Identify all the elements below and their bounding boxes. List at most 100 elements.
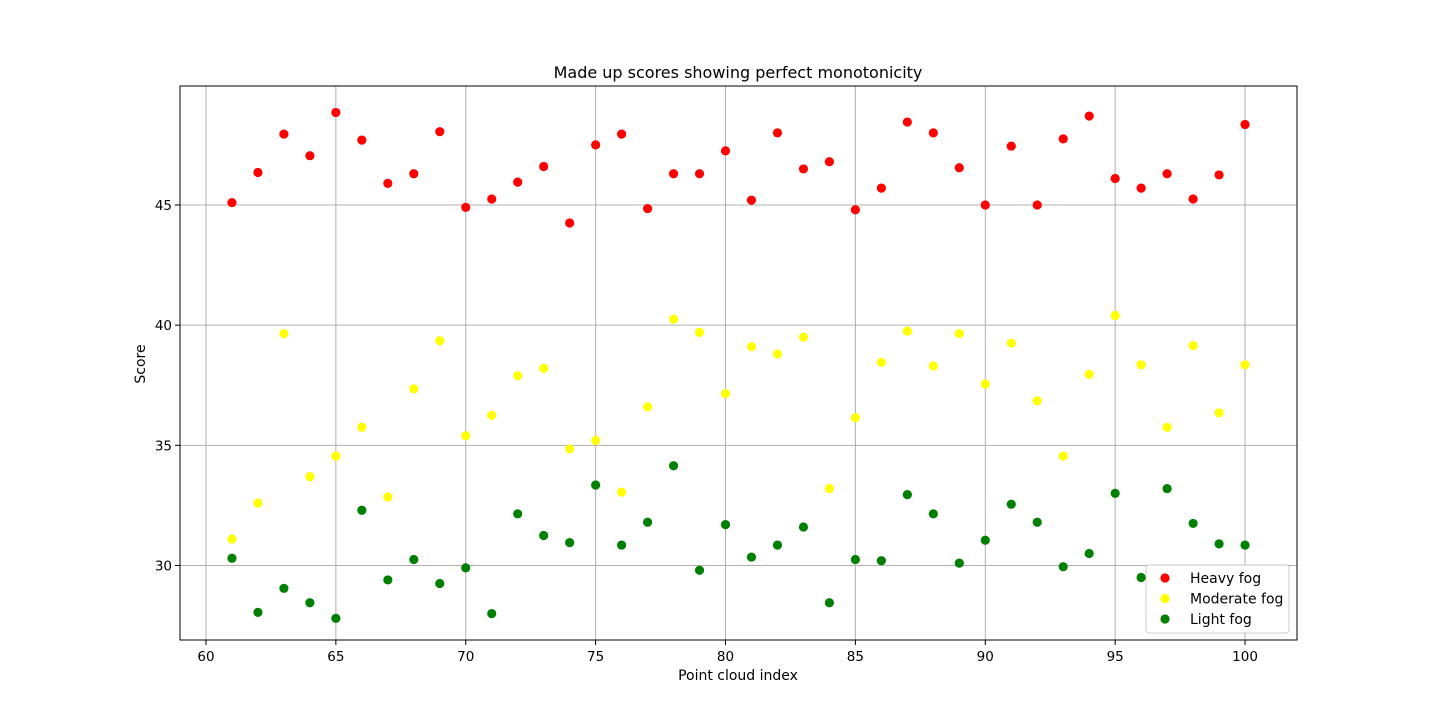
heavy-fog-point <box>227 197 237 208</box>
light-fog-point <box>928 509 938 519</box>
light-fog-point <box>694 565 705 575</box>
moderate-fog-point <box>824 483 835 494</box>
light-fog-point <box>279 583 289 593</box>
heavy-fog-point <box>1006 141 1016 151</box>
data-points <box>227 107 1250 623</box>
moderate-fog-point <box>435 336 445 346</box>
x-tick-label: 80 <box>717 649 734 665</box>
heavy-fog-point <box>513 177 523 187</box>
legend-label-moderate-fog: Moderate fog <box>1190 592 1283 608</box>
light-fog-point <box>1214 539 1224 549</box>
heavy-fog-point <box>746 195 757 205</box>
moderate-fog-point <box>461 431 471 441</box>
light-fog-point <box>617 540 627 550</box>
heavy-fog-point <box>383 178 393 188</box>
y-axis-label: Score <box>133 344 149 383</box>
light-fog-point <box>720 520 731 530</box>
moderate-fog-point <box>331 451 341 461</box>
moderate-fog-point <box>876 357 886 367</box>
light-fog-point <box>1188 518 1198 529</box>
y-tick-label: 40 <box>155 318 172 334</box>
moderate-fog-point <box>642 402 653 412</box>
legend-marker-heavy-fog <box>1160 573 1170 583</box>
light-fog-point <box>1136 572 1146 583</box>
moderate-fog-point <box>591 435 601 446</box>
moderate-fog-point <box>1110 310 1120 321</box>
heavy-fog-point <box>772 128 783 138</box>
moderate-fog-point <box>746 342 757 352</box>
light-fog-point <box>798 522 809 532</box>
moderate-fog-point <box>617 487 627 497</box>
heavy-fog-point <box>539 161 549 172</box>
heavy-fog-point <box>694 169 705 179</box>
light-fog-point <box>1240 540 1250 550</box>
chart-title: Made up scores showing perfect monotonic… <box>554 63 923 82</box>
heavy-fog-point <box>279 129 289 139</box>
heavy-fog-point <box>876 183 886 193</box>
legend: Heavy fog Moderate fog Light fog <box>1145 564 1290 634</box>
axis-ticks: 60 65 70 75 80 85 90 95 100 30 35 40 45 <box>155 198 1258 665</box>
heavy-fog-point <box>1240 119 1250 130</box>
heavy-fog-point <box>1058 134 1068 144</box>
moderate-fog-point <box>1058 451 1068 461</box>
light-fog-point <box>746 552 757 562</box>
heavy-fog-point <box>331 107 341 118</box>
light-fog-point <box>1162 483 1172 494</box>
heavy-fog-point <box>357 135 367 145</box>
y-tick-label: 30 <box>155 558 172 574</box>
light-fog-point <box>1058 562 1068 572</box>
light-fog-point <box>1084 548 1094 559</box>
moderate-fog-point <box>565 444 575 454</box>
x-tick-label: 95 <box>1107 649 1124 665</box>
x-tick-label: 60 <box>197 649 214 665</box>
heavy-fog-point <box>409 169 419 179</box>
moderate-fog-point <box>253 498 263 508</box>
light-fog-point <box>980 535 990 545</box>
moderate-fog-point <box>357 422 367 432</box>
legend-marker-light-fog <box>1160 614 1170 624</box>
moderate-fog-point <box>1136 360 1146 370</box>
light-fog-point <box>253 607 263 617</box>
heavy-fog-point <box>850 205 860 215</box>
legend-box <box>1145 564 1290 634</box>
light-fog-point <box>876 556 886 566</box>
light-fog-point <box>1032 517 1042 527</box>
light-fog-point <box>357 505 367 515</box>
heavy-fog-point <box>824 157 835 167</box>
moderate-fog-point <box>928 361 938 371</box>
moderate-fog-point <box>1032 396 1042 406</box>
heavy-fog-point <box>1188 194 1198 204</box>
heavy-fog-point <box>435 127 445 137</box>
heavy-fog-point <box>617 129 627 139</box>
light-fog-point <box>383 575 393 585</box>
heavy-fog-point <box>461 202 471 212</box>
moderate-fog-point <box>1214 408 1224 418</box>
heavy-fog-point <box>798 164 809 174</box>
heavy-fog-point <box>1084 111 1094 121</box>
light-fog-point <box>954 558 964 568</box>
heavy-fog-point <box>1032 200 1042 210</box>
heavy-fog-point <box>1110 173 1120 184</box>
light-fog-point <box>1110 488 1120 498</box>
y-tick-label: 35 <box>155 438 172 454</box>
legend-label-light-fog: Light fog <box>1190 612 1252 628</box>
heavy-fog-point <box>565 218 575 228</box>
x-tick-label: 65 <box>327 649 344 665</box>
moderate-fog-point <box>902 326 912 336</box>
light-fog-point <box>435 578 445 589</box>
heavy-fog-point <box>1136 183 1146 193</box>
x-tick-label: 100 <box>1232 649 1258 665</box>
y-tick-label: 45 <box>155 198 172 214</box>
heavy-fog-point <box>668 169 679 179</box>
moderate-fog-point <box>798 332 809 342</box>
moderate-fog-point <box>694 327 705 337</box>
heavy-fog-point <box>305 151 315 161</box>
light-fog-point <box>772 540 783 550</box>
heavy-fog-point <box>980 200 990 210</box>
moderate-fog-point <box>279 328 289 339</box>
heavy-fog-point <box>591 140 601 150</box>
moderate-fog-point <box>668 314 679 324</box>
moderate-fog-point <box>1240 360 1250 370</box>
light-fog-point <box>668 461 679 471</box>
light-fog-point <box>1006 499 1016 509</box>
